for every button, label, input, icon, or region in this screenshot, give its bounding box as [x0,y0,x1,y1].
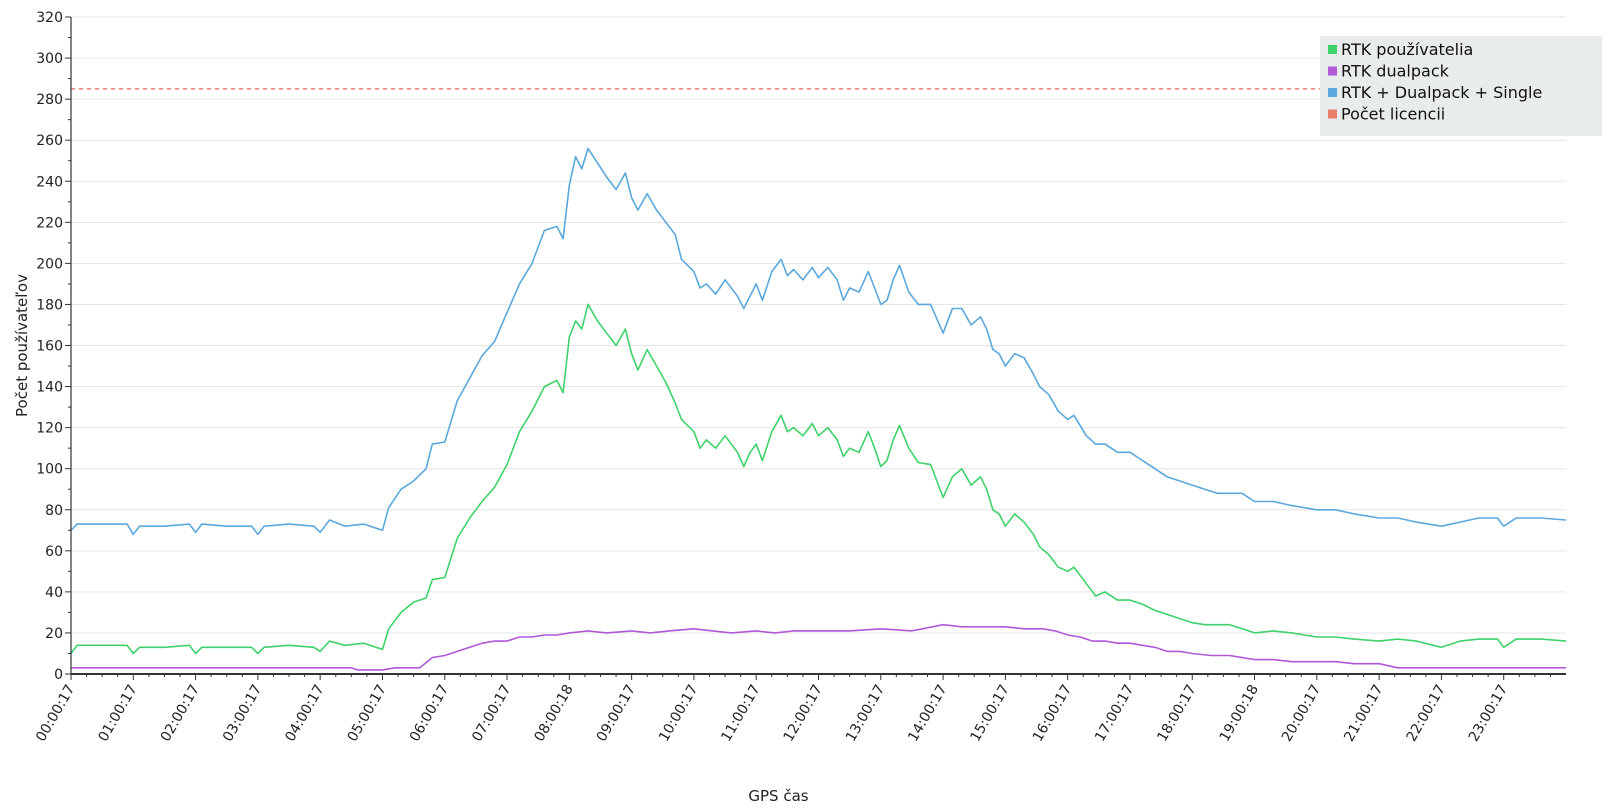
x-tick-label: 21:00:17 [1341,682,1386,744]
y-tick-label: 260 [36,133,63,149]
x-tick-label: 12:00:17 [781,682,826,744]
x-tick-label: 14:00:17 [905,682,950,744]
y-tick-label: 280 [36,92,63,108]
legend-label: RTK používatelia [1341,40,1473,59]
series-line [70,147,1567,536]
legend-label: RTK dualpack [1341,62,1450,81]
y-tick-label: 200 [36,256,63,272]
x-tick-label: 19:00:18 [1217,682,1262,744]
x-tick-label: 01:00:17 [95,682,140,744]
x-tick-label: 00:00:17 [33,682,78,744]
x-tick-label: 06:00:17 [407,682,452,744]
legend-box [1320,36,1602,136]
x-tick-label: 04:00:17 [282,682,327,744]
x-tick-label: 10:00:17 [656,682,701,744]
x-tick-label: 17:00:17 [1092,682,1137,744]
legend-swatch [1328,45,1337,54]
x-tick-label: 15:00:17 [968,682,1013,744]
legend-swatch [1328,88,1337,97]
legend-label: RTK + Dualpack + Single [1341,83,1542,102]
x-axis-title: GPS čas [748,787,808,805]
y-tick-label: 20 [45,626,63,642]
series-line [71,623,1566,671]
x-tick-label: 13:00:17 [843,682,888,744]
x-tick-label: 22:00:17 [1404,682,1449,744]
y-tick-label: 140 [36,380,63,396]
legend: RTK používatelia RTK dualpack RTK + Dualpa… [1320,36,1602,136]
x-tick-label: 03:00:17 [220,682,265,744]
y-axis-ticks: 0 20 40 60 80 100 120 140 160 180 200 220 240 260 280 3… [36,10,71,683]
y-tick-label: 220 [36,215,63,231]
y-tick-label: 40 [45,585,63,601]
x-tick-label: 18:00:17 [1154,682,1199,744]
x-tick-label: 11:00:17 [718,682,763,744]
y-tick-label: 60 [45,544,63,560]
legend-swatch [1328,66,1337,76]
y-axis-title: Počet používateľov [13,274,31,417]
y-tick-label: 0 [54,667,63,683]
legend-swatch [1328,109,1337,119]
x-tick-label: 05:00:17 [345,682,390,744]
grid-lines [71,16,1566,634]
x-axis-ticks: 00:00:17 01:00:17 02:00:17 03:00:17 04:00:17… [33,674,1551,744]
x-tick-label: 09:00:17 [594,682,639,744]
y-tick-label: 100 [36,462,63,478]
legend-label: Počet licencii [1341,105,1445,124]
y-tick-label: 80 [45,503,63,519]
y-tick-label: 320 [36,10,63,26]
x-tick-label: 23:00:17 [1466,682,1511,744]
series-layer [70,88,1567,671]
x-tick-label: 07:00:17 [469,682,514,744]
x-tick-label: 08:00:18 [531,682,576,744]
x-tick-label: 02:00:17 [158,682,203,744]
y-tick-label: 240 [36,174,63,190]
y-tick-label: 180 [36,297,63,313]
y-tick-label: 120 [36,421,63,437]
x-tick-label: 16:00:17 [1030,682,1075,744]
x-tick-label: 20:00:17 [1279,682,1324,744]
y-tick-label: 160 [36,339,63,355]
series-line [70,303,1567,655]
y-tick-label: 300 [36,51,63,67]
